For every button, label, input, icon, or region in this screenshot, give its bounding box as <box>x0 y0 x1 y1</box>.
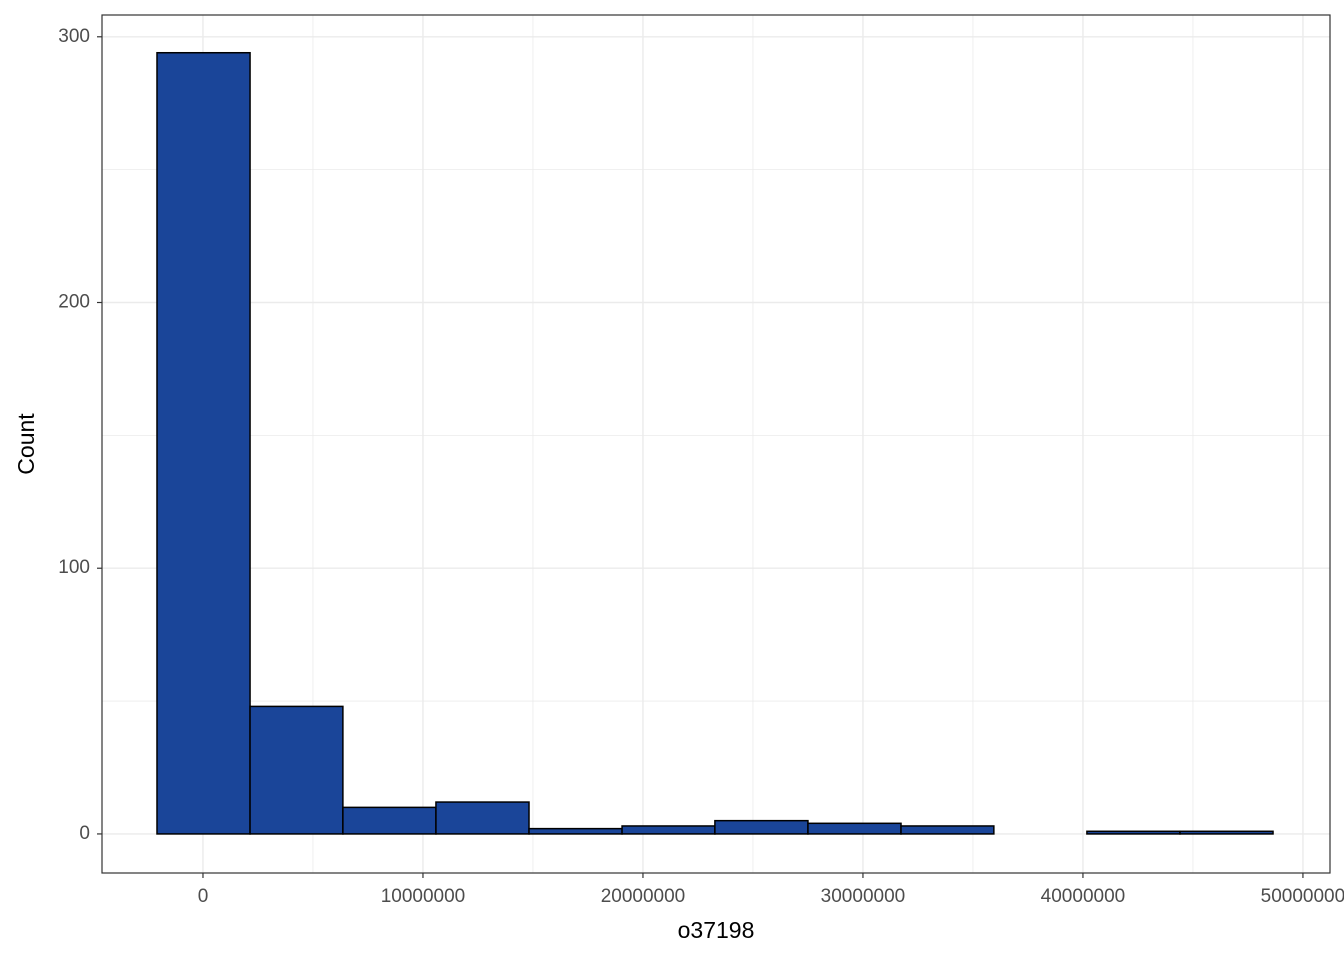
x-tick-label: 30000000 <box>821 886 906 907</box>
bar <box>1179 830 1274 835</box>
x-tick-label: 40000000 <box>1041 886 1126 907</box>
x-axis-title: o37198 <box>678 917 755 943</box>
y-tick-label: 0 <box>79 823 90 844</box>
bars <box>156 51 1274 835</box>
y-axis-title: Count <box>13 413 39 475</box>
y-tick-label: 100 <box>58 557 90 578</box>
bar <box>342 806 437 835</box>
bar <box>1086 830 1181 835</box>
bar <box>249 705 344 835</box>
panel-border <box>101 14 1331 874</box>
x-tick-label: 20000000 <box>601 886 686 907</box>
x-tick-label: 0 <box>198 886 209 907</box>
bar <box>528 827 623 835</box>
x-tick-label: 50000000 <box>1261 886 1344 907</box>
bar <box>714 819 809 835</box>
y-tick-label: 300 <box>58 26 90 47</box>
y-tick-label: 200 <box>58 292 90 313</box>
bar <box>621 825 716 835</box>
bar <box>807 822 902 835</box>
bar <box>900 825 995 835</box>
bar <box>156 51 251 835</box>
x-tick-label: 10000000 <box>381 886 466 907</box>
bar <box>435 801 530 835</box>
